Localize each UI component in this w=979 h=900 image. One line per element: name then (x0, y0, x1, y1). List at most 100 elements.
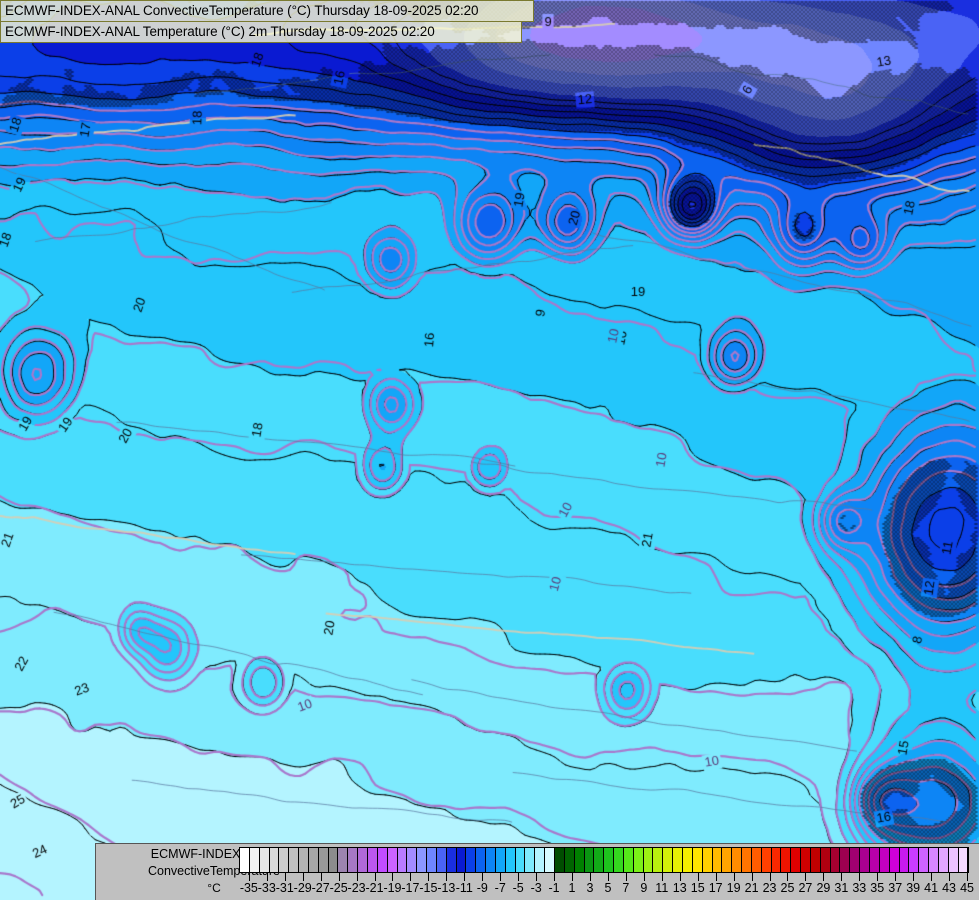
colorbar-cell (505, 848, 516, 872)
colorbar-cell (269, 848, 280, 872)
colorbar-tick-label: 7 (622, 881, 630, 895)
colorbar-tick (410, 873, 412, 881)
colorbar-tick (572, 873, 574, 881)
colorbar-tick-label: 39 (906, 881, 921, 895)
colorbar-cell (535, 848, 546, 872)
colorbar-tick-label: 3 (586, 881, 594, 895)
colorbar-cell (289, 848, 300, 872)
colorbar-cell (545, 848, 555, 872)
colorbar-cell (702, 848, 713, 872)
colorbar-tick-label: -11 (455, 881, 473, 895)
colorbar-tick (392, 873, 394, 881)
colorbar-tick (715, 873, 717, 881)
colorbar-cell (377, 848, 388, 872)
colorbar-tick (518, 873, 520, 881)
colorbar-cell (358, 848, 368, 872)
colorbar-cell (879, 848, 890, 872)
colorbar-tick-label: 15 (690, 881, 705, 895)
colorbar-cell (397, 848, 408, 872)
colorbar-swatches[interactable] (239, 847, 969, 873)
colorbar-ticks (239, 873, 969, 881)
colorbar-tick (446, 873, 448, 881)
colorbar-cell (495, 848, 506, 872)
colorbar-cell (712, 848, 723, 872)
colorbar-cell (653, 848, 664, 872)
colorbar-cell (456, 848, 467, 872)
colorbar-tick-label: -33 (257, 881, 276, 895)
colorbar-tick-label: 45 (960, 881, 974, 895)
colorbar-cell (801, 848, 811, 872)
colorbar-tick (967, 873, 969, 881)
colorbar-cell (446, 848, 457, 872)
colorbar-tick (841, 873, 843, 881)
colorbar-cell (682, 848, 693, 872)
colorbar-tick-label: -9 (476, 881, 488, 895)
colorbar-cell (742, 848, 752, 872)
colorbar-cell (417, 848, 428, 872)
colorbar-tick (643, 873, 645, 881)
colorbar-tick-label: -31 (275, 881, 294, 895)
colorbar-cell (850, 848, 861, 872)
colorbar-tick (877, 873, 879, 881)
colorbar-cell (515, 848, 526, 872)
colorbar-tick (374, 873, 376, 881)
colorbar-cell (958, 848, 968, 872)
colorbar-cell (328, 848, 339, 872)
colorbar-tick-label: -17 (401, 881, 420, 895)
colorbar-tick (589, 873, 591, 881)
colorbar-tick (554, 873, 556, 881)
colorbar-tick (320, 873, 322, 881)
colorbar-tick (751, 873, 753, 881)
colorbar-tick-label: 43 (942, 881, 957, 895)
colorbar-tick-label: 35 (870, 881, 885, 895)
colorbar-tick (266, 873, 268, 881)
colorbar-cell (387, 848, 398, 872)
colorbar-cell (860, 848, 870, 872)
colorbar-tick-label: 33 (852, 881, 867, 895)
colorbar-cell (604, 848, 615, 872)
colorbar-cell (919, 848, 930, 872)
colorbar-tick (949, 873, 951, 881)
colorbar-cell (830, 848, 841, 872)
colorbar-tick (859, 873, 861, 881)
colorbar-tick-label: 29 (816, 881, 831, 895)
colorbar-cell (938, 848, 949, 872)
colorbar-tick (464, 873, 466, 881)
colorbar-tick (338, 873, 340, 881)
colorbar-cell (623, 848, 634, 872)
title-temperature-2m: ECMWF-INDEX-ANAL Temperature (°C) 2m Thu… (0, 21, 522, 43)
colorbar-cell (870, 848, 880, 872)
colorbar-tick-label: 1 (568, 881, 576, 895)
legend-panel: ECMWF-INDEX-ANAL ConvectiveTemperature °… (95, 843, 979, 900)
colorbar-cell (348, 848, 359, 872)
colorbar-cell (692, 848, 703, 872)
colorbar-cell (889, 848, 900, 872)
colorbar-cell (466, 848, 477, 872)
colorbar-cell (594, 848, 605, 872)
colorbar-cell (308, 848, 319, 872)
colorbar-tick-label: 21 (744, 881, 759, 895)
colorbar-cell (781, 848, 792, 872)
colorbar-tick (284, 873, 286, 881)
colorbar-cell (810, 848, 821, 872)
colorbar-cell (525, 848, 536, 872)
colorbar-cell (673, 848, 683, 872)
colorbar-cell (643, 848, 654, 872)
colorbar-tick-label: -25 (329, 881, 348, 895)
colorbar-cell (761, 848, 772, 872)
colorbar-tick (428, 873, 430, 881)
colorbar[interactable]: -35 -33 -31 -29 -27 -25 -23 -21 -19 -17 -15 -13 -11-… (239, 847, 974, 900)
colorbar-tick-label: -29 (293, 881, 312, 895)
colorbar-tick-label: -1 (548, 881, 560, 895)
title-convective-temperature: ECMWF-INDEX-ANAL ConvectiveTemperature (… (0, 0, 534, 22)
colorbar-tick (913, 873, 915, 881)
colorbar-tick (482, 873, 484, 881)
colorbar-cell (259, 848, 270, 872)
colorbar-cell (840, 848, 851, 872)
colorbar-tick-label: 23 (762, 881, 777, 895)
colorbar-cell (476, 848, 487, 872)
colorbar-cell (299, 848, 309, 872)
